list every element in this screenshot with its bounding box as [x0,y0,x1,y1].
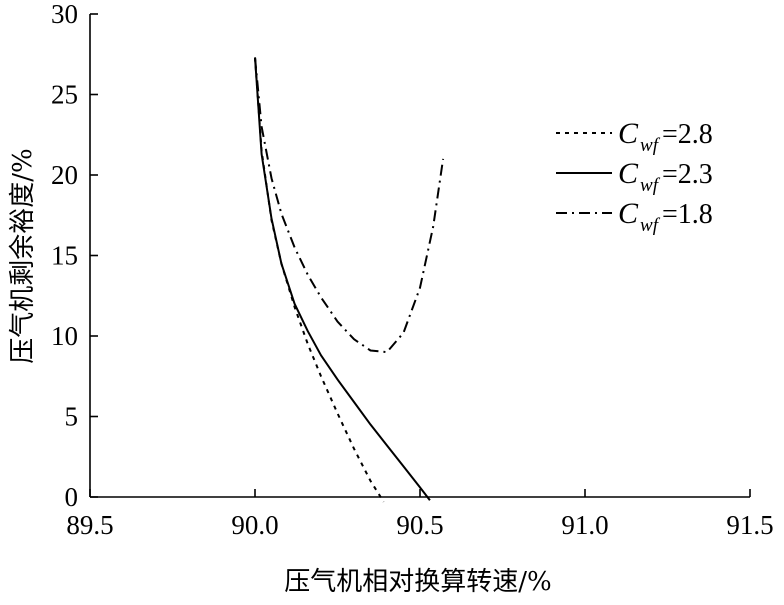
series-line-1 [254,57,385,503]
legend-label-value: =1.8 [662,199,713,230]
legend-label-subscript: wf [640,215,661,236]
series-line-3 [254,57,445,354]
x-tick-label: 89.5 [66,510,113,540]
y-tick-label: 30 [51,0,78,29]
x-tick-label: 90.0 [231,510,278,540]
legend-label-subscript: wf [640,175,661,196]
y-tick-label: 15 [51,241,78,271]
legend-label-value: =2.8 [662,119,713,150]
legend-label-subscript: wf [640,135,661,156]
legend-label-value: =2.3 [662,159,713,190]
x-axis-title: 压气机相对换算转速/% [284,567,551,597]
y-tick-label: 25 [51,80,78,110]
axes [89,14,750,498]
series-line-2 [254,57,431,501]
x-tick-label: 91.5 [726,510,773,540]
y-tick-label: 5 [65,402,79,432]
series-group [254,57,445,503]
y-tick-label: 0 [65,482,79,512]
y-ticks: 0 5 10 15 20 25 30 [51,0,98,512]
y-tick-label: 10 [51,321,78,351]
x-tick-label: 91.0 [561,510,608,540]
legend-label-symbol: C [618,157,639,190]
y-tick-label: 20 [51,160,78,190]
legend-label-symbol: C [618,117,639,150]
x-ticks: 89.5 90.0 90.5 91.0 91.5 [66,489,774,540]
y-axis-title: 压气机剩余裕度/% [8,148,38,363]
legend-label-symbol: C [618,197,639,230]
x-tick-label: 90.5 [396,510,443,540]
